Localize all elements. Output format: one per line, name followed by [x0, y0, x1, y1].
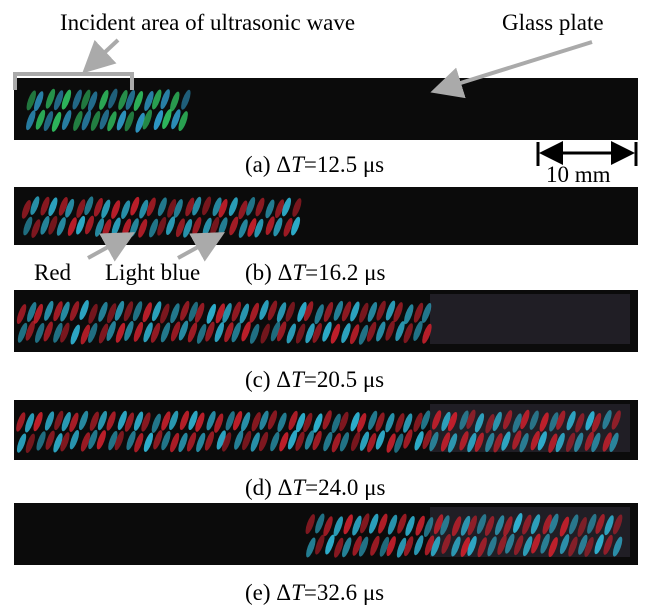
light-blue-label: Light blue: [105, 260, 200, 285]
scale-label: 10 mm: [546, 162, 611, 187]
caption-prefix: (b) Δ: [245, 260, 292, 285]
panel-image: [14, 187, 638, 245]
plate-sheen: [430, 294, 630, 344]
panel-image: [14, 400, 638, 460]
arrow: [88, 40, 118, 68]
caption-prefix: (a) Δ: [245, 152, 291, 177]
glass-label: Glass plate: [502, 10, 604, 35]
caption: (b) ΔT=16.2 μs: [245, 260, 385, 285]
caption-prefix: (e) Δ: [245, 580, 291, 605]
plate: [14, 78, 638, 140]
caption: (e) ΔT=32.6 μs: [245, 580, 384, 605]
caption-suffix: =16.2 μs: [305, 260, 385, 285]
caption-prefix: (d) Δ: [245, 475, 292, 500]
panel-image: [14, 78, 638, 140]
figure: Incident area of ultrasonic wave Glass p…: [0, 0, 647, 610]
plate: [14, 187, 638, 245]
caption: (a) ΔT=12.5 μs: [245, 152, 384, 177]
caption-suffix: =12.5 μs: [304, 152, 384, 177]
caption: (c) ΔT=20.5 μs: [245, 367, 384, 392]
incident-label: Incident area of ultrasonic wave: [60, 10, 355, 35]
caption-suffix: =20.5 μs: [304, 367, 384, 392]
caption: (d) ΔT=24.0 μs: [245, 475, 385, 500]
caption-suffix: =32.6 μs: [304, 580, 384, 605]
panel-image: [14, 503, 638, 565]
caption-prefix: (c) Δ: [245, 367, 291, 392]
caption-suffix: =24.0 μs: [305, 475, 385, 500]
red-label: Red: [34, 260, 72, 285]
panel-image: [14, 290, 638, 352]
